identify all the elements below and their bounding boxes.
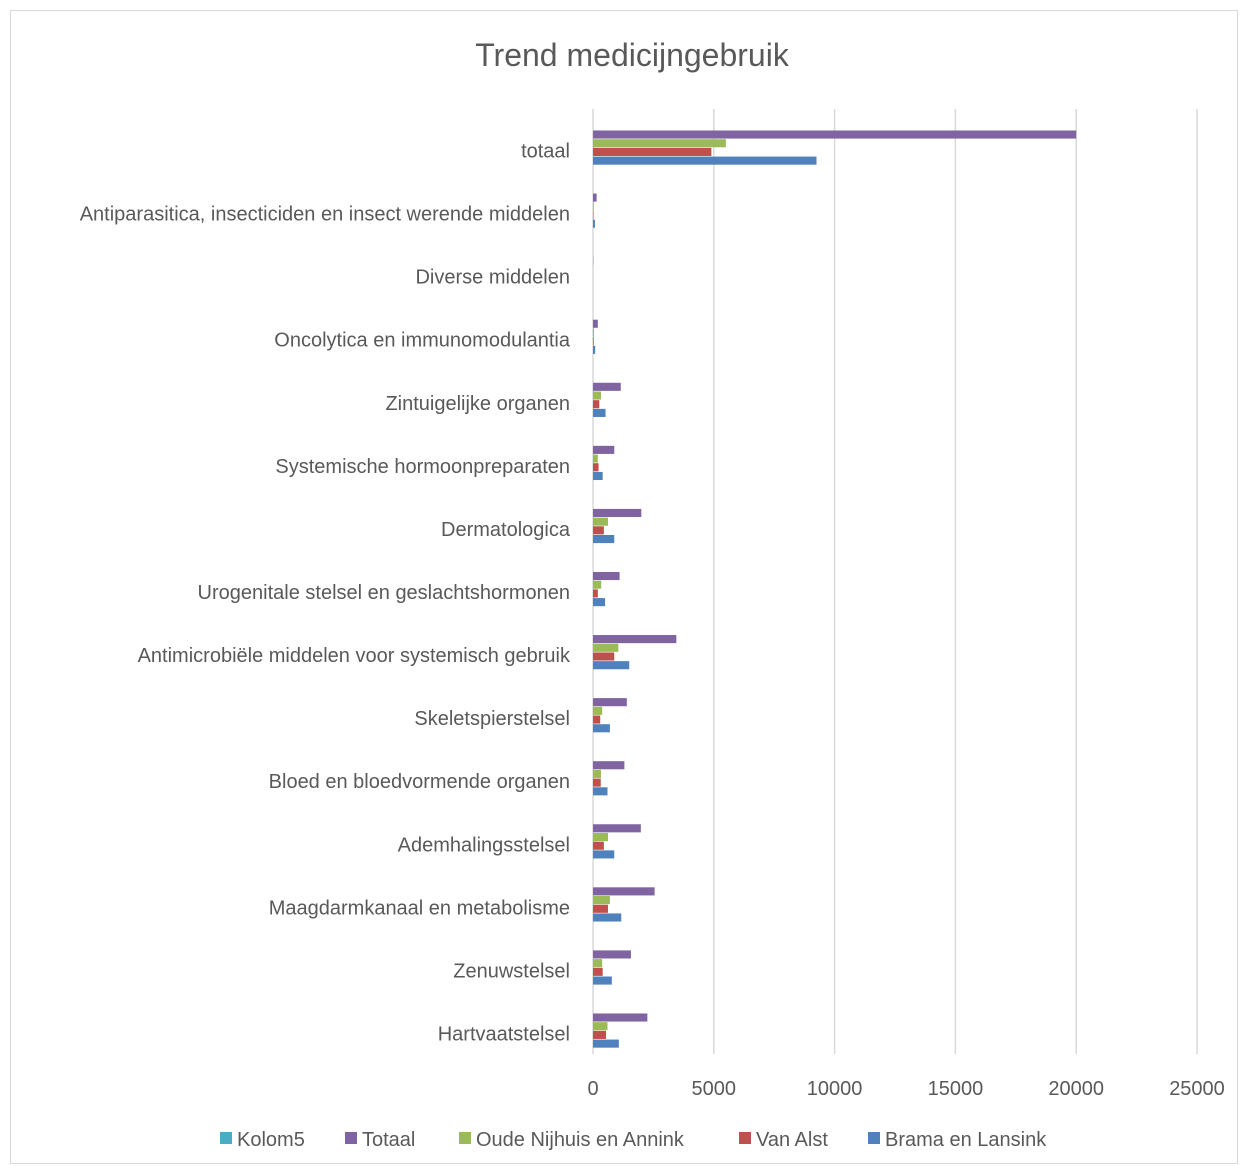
category-label: Dermatologica [441, 519, 571, 541]
legend-swatch [868, 1132, 880, 1144]
bar-brama-en-lansink [593, 471, 603, 481]
bar-oude-nijhuis-en-annink [593, 832, 608, 842]
bar-brama-en-lansink [593, 787, 608, 796]
bar-van-alst [593, 967, 603, 976]
x-tick-label: 15000 [928, 1078, 984, 1100]
bar-van-alst [593, 904, 608, 913]
bar-totaal [593, 1013, 648, 1022]
bar-van-alst [593, 337, 594, 346]
bar-totaal [593, 698, 627, 707]
legend-item: Van Alst [739, 1129, 828, 1151]
bar-oude-nijhuis-en-annink [593, 1022, 608, 1031]
bar-van-alst [593, 400, 600, 409]
bar-totaal [593, 193, 597, 202]
bar-van-alst [593, 526, 604, 535]
bar-totaal [593, 508, 642, 518]
category-label: Diverse middelen [415, 267, 570, 289]
category-label: Bloed en bloedvormende organen [269, 771, 570, 793]
bar-totaal [593, 319, 598, 328]
bar-totaal [593, 635, 677, 644]
bar-oude-nijhuis-en-annink [593, 139, 726, 148]
bar-oude-nijhuis-en-annink [593, 202, 594, 211]
bar-van-alst [593, 147, 712, 156]
category-label: Systemische hormoonpreparaten [275, 456, 570, 478]
x-tick-label: 25000 [1169, 1078, 1225, 1100]
bar-oude-nijhuis-en-annink [593, 328, 594, 337]
bar-brama-en-lansink [593, 661, 630, 670]
chart-frame [10, 10, 1238, 1164]
bar-totaal [593, 445, 615, 454]
legend-swatch [459, 1132, 471, 1144]
bar-totaal [593, 950, 631, 959]
bar-brama-en-lansink [593, 219, 595, 228]
bar-oude-nijhuis-en-annink [593, 706, 603, 715]
legend-swatch [739, 1132, 751, 1144]
category-label: totaal [521, 141, 570, 163]
bar-brama-en-lansink [593, 598, 606, 607]
legend-label: Brama en Lansink [885, 1129, 1047, 1151]
category-label: Antiparasitica, insecticiden en insect w… [80, 204, 570, 226]
legend-item: Totaal [345, 1129, 415, 1151]
bar-van-alst [593, 463, 599, 472]
bar-totaal [593, 887, 655, 896]
bar-oude-nijhuis-en-annink [593, 769, 601, 778]
bar-oude-nijhuis-en-annink [593, 643, 619, 652]
bar-oude-nijhuis-en-annink [593, 454, 598, 463]
bars [593, 130, 1077, 1048]
x-tick-label: 0 [587, 1078, 598, 1100]
category-labels: totaal Antiparasitica, insecticiden en in… [80, 141, 571, 1046]
bar-van-alst [593, 1030, 607, 1039]
category-label: Zintuigelijke organen [385, 393, 570, 415]
category-label: Oncolytica en immunomodulantia [274, 330, 571, 352]
category-label: Hartvaatstelsel [438, 1024, 570, 1046]
x-tick-label: 20000 [1048, 1078, 1104, 1100]
chart-title: Trend medicijngebruik [475, 37, 790, 73]
legend-item: Kolom5 [220, 1129, 305, 1151]
bar-brama-en-lansink [593, 913, 622, 922]
legend-label: Van Alst [756, 1129, 828, 1151]
x-tick-label: 10000 [807, 1078, 863, 1100]
bar-oude-nijhuis-en-annink [593, 391, 601, 400]
bar-totaal [593, 761, 625, 770]
bar-oude-nijhuis-en-annink [593, 896, 610, 905]
bar-totaal [593, 824, 641, 833]
legend-swatch [220, 1132, 232, 1144]
legend-item: Brama en Lansink [868, 1129, 1047, 1151]
bar-van-alst [593, 715, 601, 724]
category-label: Urogenitale stelsel en geslachtshormonen [198, 582, 570, 604]
bar-oude-nijhuis-en-annink [593, 517, 608, 526]
bar-brama-en-lansink [593, 850, 615, 859]
bar-totaal [593, 382, 621, 391]
bar-brama-en-lansink [593, 1039, 619, 1048]
legend-label: Kolom5 [237, 1129, 305, 1151]
legend-label: Oude Nijhuis en Annink [476, 1129, 685, 1151]
bar-van-alst [593, 778, 601, 787]
bar-oude-nijhuis-en-annink [593, 580, 602, 589]
bar-totaal [593, 571, 620, 581]
bar-brama-en-lansink [593, 408, 606, 417]
category-label: Skeletspierstelsel [414, 708, 570, 730]
category-label: Zenuwstelsel [453, 960, 570, 982]
legend-label: Totaal [362, 1129, 415, 1151]
legend-swatch [345, 1132, 357, 1144]
legend: Kolom5 Totaal Oude Nijhuis en Annink Van Al… [220, 1129, 1047, 1151]
bar-van-alst [593, 589, 598, 598]
bar-totaal [593, 130, 1077, 139]
category-label: Antimicrobiële middelen voor systemisch … [138, 645, 571, 667]
bar-van-alst [593, 841, 604, 850]
category-label: Ademhalingsstelsel [398, 834, 570, 856]
x-tick-label: 5000 [692, 1078, 737, 1100]
bar-brama-en-lansink [593, 724, 610, 733]
bar-brama-en-lansink [593, 345, 596, 354]
x-tick-labels: 0 5000 10000 15000 20000 25000 [587, 1078, 1224, 1100]
category-label: Maagdarmkanaal en metabolisme [269, 897, 570, 919]
bar-brama-en-lansink [593, 535, 615, 544]
bar-brama-en-lansink [593, 976, 612, 985]
bar-brama-en-lansink [593, 156, 817, 165]
bar-van-alst [593, 652, 615, 661]
gridlines [592, 109, 1198, 1054]
bar-oude-nijhuis-en-annink [593, 959, 603, 968]
legend-item: Oude Nijhuis en Annink [459, 1129, 685, 1151]
